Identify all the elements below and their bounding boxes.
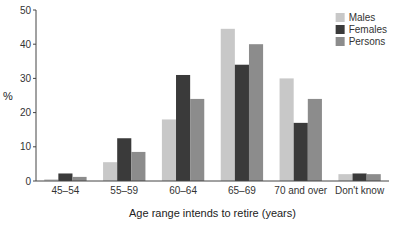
legend-label: Males	[349, 12, 376, 23]
bar	[58, 173, 72, 181]
bar	[367, 174, 381, 181]
bar	[235, 65, 249, 181]
x-tick-label: 65–69	[228, 185, 256, 196]
bar	[117, 138, 131, 181]
x-axis-label: Age range intends to retire (years)	[129, 207, 296, 219]
legend-swatch	[336, 25, 345, 34]
bar	[353, 173, 367, 181]
bar	[308, 99, 322, 181]
y-axis-line	[36, 10, 37, 181]
bar	[280, 78, 294, 181]
chart-svg: 0 10 20 30 40 50 45–54 55–59 60–64 65–69 70 and ov…	[0, 0, 397, 227]
legend-label: Persons	[349, 36, 386, 47]
legend: MalesFemalesPersons	[336, 12, 387, 47]
bar	[176, 75, 190, 181]
bar	[103, 162, 117, 181]
x-tick-label: 70 and over	[274, 185, 327, 196]
y-tick	[33, 181, 36, 182]
y-tick	[33, 146, 36, 147]
x-tick-label: 60–64	[169, 185, 197, 196]
y-tick-label: 0	[25, 176, 31, 187]
y-tick-label: 50	[20, 5, 32, 16]
bars	[44, 29, 381, 181]
bar	[294, 123, 308, 181]
bar	[190, 99, 204, 181]
y-axis-label: %	[3, 90, 13, 102]
y-tick	[33, 78, 36, 79]
legend-swatch	[336, 13, 345, 22]
legend-label: Females	[349, 24, 387, 35]
y-tick-label: 30	[20, 73, 32, 84]
y-tick-label: 40	[20, 39, 32, 50]
x-tick-label: 45–54	[52, 185, 80, 196]
bar	[338, 174, 352, 181]
chart-container: 0 10 20 30 40 50 45–54 55–59 60–64 65–69 70 and ov…	[0, 0, 397, 227]
y-tick-label: 10	[20, 141, 32, 152]
y-tick-label: 20	[20, 107, 32, 118]
bar	[249, 44, 263, 181]
bar	[72, 177, 86, 181]
y-tick	[33, 10, 36, 11]
y-tick	[33, 112, 36, 113]
x-axis-line	[36, 181, 389, 182]
y-tick	[33, 44, 36, 45]
bar	[131, 152, 145, 181]
x-tick-label: 55–59	[110, 185, 138, 196]
bar	[221, 29, 235, 181]
x-tick-label: Don't know	[335, 185, 385, 196]
legend-swatch	[336, 37, 345, 46]
bar	[162, 119, 176, 181]
